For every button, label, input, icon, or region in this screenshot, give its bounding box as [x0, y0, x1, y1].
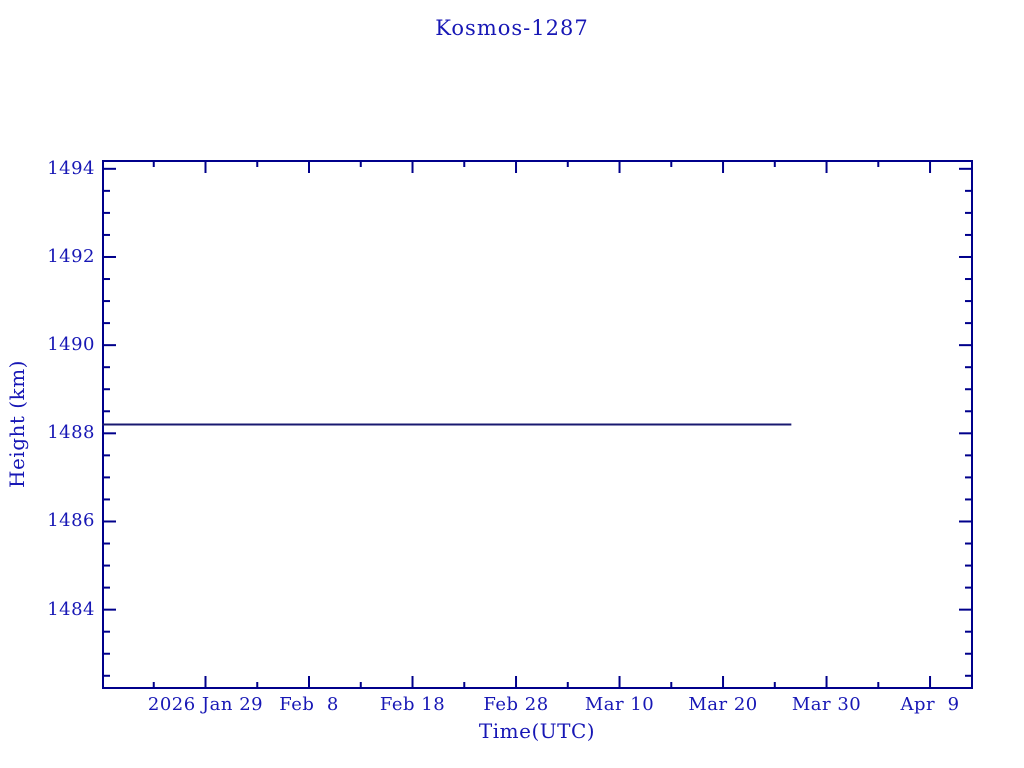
x-tick-label: Mar 20 — [688, 694, 758, 715]
x-tick-label: Mar 30 — [791, 694, 862, 715]
y-tick-label: 1484 — [47, 598, 95, 620]
chart-title: Kosmos-1287 — [435, 16, 589, 40]
y-tick-label: 1492 — [47, 245, 95, 267]
x-tick-label: Apr 9 — [900, 694, 960, 715]
y-tick-label: 1486 — [47, 510, 95, 532]
x-tick-label: Feb 18 — [379, 694, 446, 715]
x-axis-label: Time(UTC) — [478, 719, 596, 743]
plot-area — [102, 160, 973, 689]
y-tick-label: 1494 — [47, 157, 95, 179]
x-tick-label: Feb 28 — [483, 694, 549, 715]
x-tick-label: Feb 8 — [279, 694, 339, 715]
x-tick-label: 2026 Jan 29 — [147, 694, 264, 715]
x-tick-label: Mar 10 — [584, 694, 655, 715]
y-tick-label: 1490 — [47, 334, 95, 356]
y-tick-label: 1488 — [47, 422, 95, 444]
plot-canvas — [102, 160, 973, 689]
